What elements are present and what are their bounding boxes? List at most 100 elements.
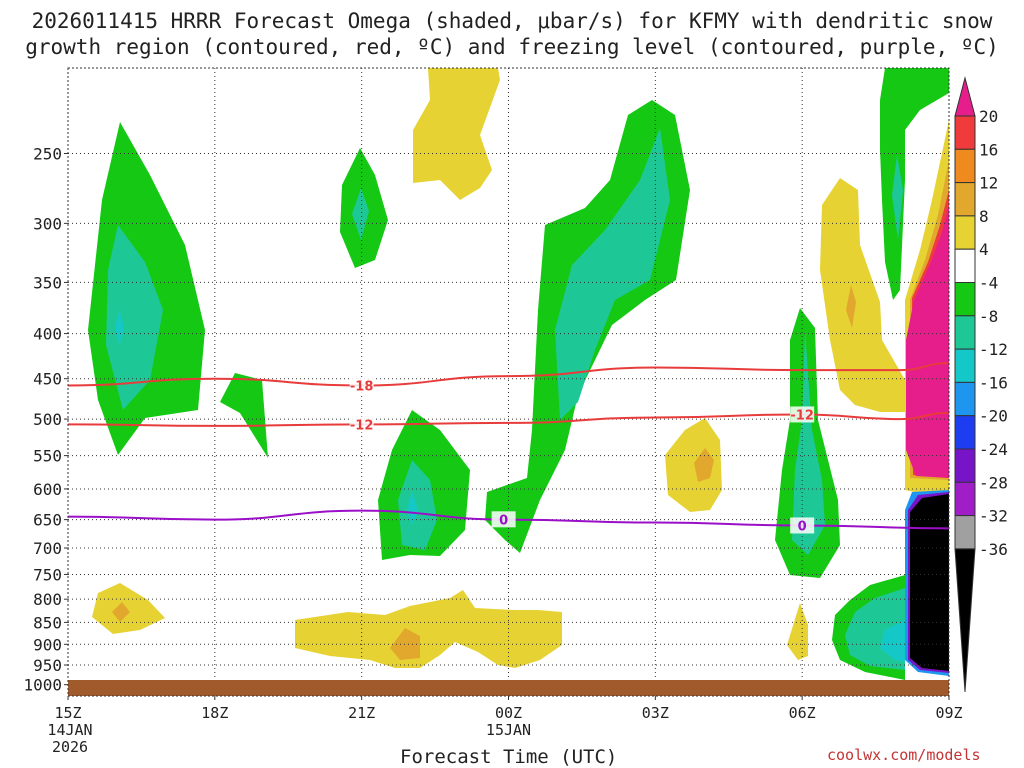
colorbar-segment-9	[954, 381, 976, 417]
contours: -18 -12 -12 0 0	[67, 362, 950, 534]
colorbar-label-13: -36	[979, 540, 1008, 559]
omega-region-yellow	[295, 590, 562, 668]
contour-label-bg-2-1	[790, 517, 815, 534]
contour-label-bg-1-1	[790, 406, 815, 423]
x-tick-label-0: 15Z	[54, 704, 81, 722]
y-tick-label-800: 800	[33, 590, 62, 609]
contour-label-bg-2-0	[491, 511, 516, 528]
colorbar-segment-6	[954, 282, 976, 317]
contour-label-bg-1-0	[349, 416, 374, 433]
y-tick-label-750: 750	[33, 565, 62, 584]
colorbar-segment-3	[954, 182, 976, 217]
colorbar-segment-4	[954, 215, 976, 250]
omega-region-yellow	[665, 418, 722, 512]
contour-label-bg-0-0	[349, 377, 374, 394]
y-tick-label-950: 950	[33, 656, 62, 675]
y-tick-label-850: 850	[33, 613, 62, 632]
colorbar-segment-7	[954, 315, 976, 350]
colorbar-bottom-arrow	[954, 548, 976, 693]
colorbar-label-8: -16	[979, 373, 1008, 392]
contour-label-0-0: -18	[350, 379, 374, 394]
colorbar-segment-5	[954, 248, 976, 283]
colorbar-label-3: 8	[979, 207, 989, 226]
y-tick-label-650: 650	[33, 511, 62, 530]
colorbar-label-9: -20	[979, 407, 1008, 426]
y-tick-label-900: 900	[33, 635, 62, 654]
colorbar-label-10: -24	[979, 440, 1008, 459]
colorbar-segment-12	[954, 481, 976, 517]
omega-region-green	[220, 373, 268, 458]
colorbar-label-1: 16	[979, 140, 998, 159]
omega-region-yellow	[787, 603, 808, 660]
x-tick-year-0: 2026	[52, 738, 88, 756]
x-tick-label-18: 09Z	[935, 704, 962, 722]
contour-label-2-0: 0	[499, 513, 508, 528]
x-tick-date-9: 15JAN	[486, 721, 531, 739]
omega-region-orange	[846, 285, 856, 328]
colorbar-label-11: -28	[979, 473, 1008, 492]
ground-surface	[68, 680, 949, 696]
colorbar-segment-10	[954, 415, 976, 450]
y-tick-label-450: 450	[33, 370, 62, 389]
x-tick-label-12: 03Z	[642, 704, 669, 722]
omega-region-cyan	[407, 492, 418, 525]
contour-label-1-1: -12	[790, 408, 814, 423]
y-tick-label-600: 600	[33, 480, 62, 499]
contour-line-1	[67, 411, 950, 427]
colorbar-label-7: -12	[979, 340, 1008, 359]
chart-title-line-2: growth region (contoured, red, ºC) and f…	[25, 35, 999, 59]
omega-region-black	[910, 494, 949, 671]
colorbar-label-12: -32	[979, 507, 1008, 526]
colorbar-segment-2	[954, 148, 976, 184]
y-tick-label-700: 700	[33, 539, 62, 558]
y-tick-label-300: 300	[33, 214, 62, 233]
colorbar-label-2: 12	[979, 174, 998, 193]
colorbar: 20 16 12 8 4 -4 -8 -12 -16 -20 -24 -28 -32 -36	[954, 76, 1008, 693]
colorbar-segment-8	[954, 348, 976, 383]
y-tick-label-350: 350	[33, 273, 62, 292]
y-tick-label-250: 250	[33, 144, 62, 163]
x-tick-label-9: 00Z	[495, 704, 522, 722]
omega-region-orange	[694, 448, 714, 482]
colorbar-label-6: -8	[979, 307, 998, 326]
x-tick-label-6: 21Z	[348, 704, 375, 722]
contour-label-2-1: 0	[798, 519, 807, 534]
omega-region-orange	[112, 602, 130, 622]
omega-region-yellow	[820, 178, 905, 412]
omega-region-teal	[352, 188, 369, 240]
colorbar-label-0: 20	[979, 107, 998, 126]
colorbar-segment-1	[954, 115, 976, 150]
x-axis-label: Forecast Time (UTC)	[400, 746, 618, 768]
credit-text: coolwx.com/models	[827, 746, 981, 764]
colorbar-segment-11	[954, 448, 976, 483]
omega-region-teal	[106, 225, 163, 410]
x-tick-label-15: 06Z	[789, 704, 816, 722]
omega-shading	[88, 68, 949, 680]
y-tick-label-550: 550	[33, 447, 62, 466]
omega-region-yellow	[92, 583, 165, 634]
y-tick-label-500: 500	[33, 410, 62, 429]
contour-line-0	[67, 362, 950, 387]
colorbar-segment-13	[954, 515, 976, 550]
x-tick-label-3: 18Z	[201, 704, 228, 722]
omega-region-cyan	[115, 310, 124, 345]
omega-region-teal	[892, 155, 903, 240]
contour-label-1-0: -12	[350, 418, 374, 433]
colorbar-label-5: -4	[979, 274, 998, 293]
x-tick-date-0: 14JAN	[47, 721, 92, 739]
omega-region-teal	[792, 330, 825, 555]
omega-region-cyan	[880, 620, 905, 662]
omega-region-magenta	[906, 205, 949, 478]
colorbar-top-arrow	[954, 76, 976, 117]
omega-region-green	[880, 68, 949, 300]
omega-region-yellow	[413, 68, 500, 200]
y-tick-label-400: 400	[33, 325, 62, 344]
colorbar-label-4: 4	[979, 240, 989, 259]
omega-region-teal	[555, 128, 670, 420]
y-axis: 250 300 350 400 450 500 550 600 650 700 750 800 850 9…	[23, 144, 68, 695]
omega-region-teal	[398, 460, 437, 550]
y-tick-label-1000: 1000	[23, 676, 62, 695]
chart-title-line-1: 2026011415 HRRR Forecast Omega (shaded, …	[31, 9, 993, 33]
